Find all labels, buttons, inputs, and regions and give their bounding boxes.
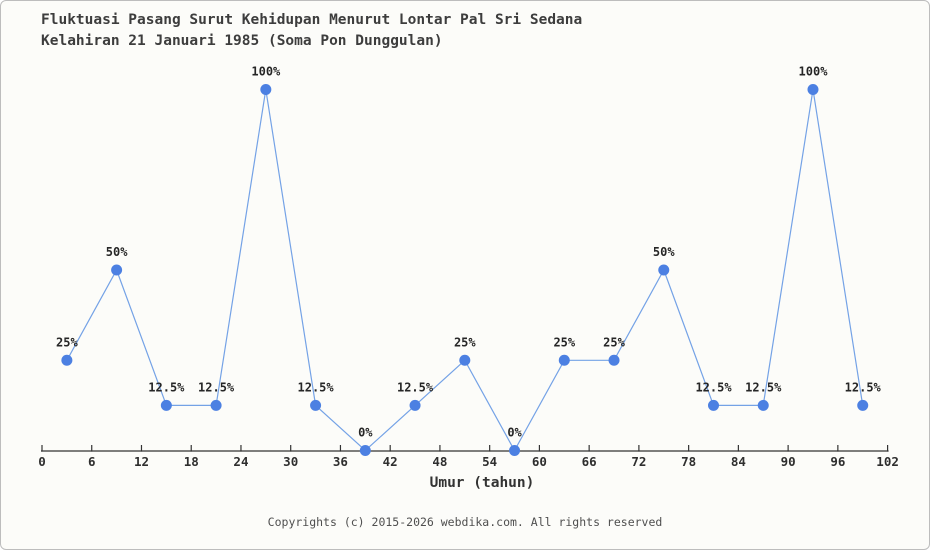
data-point-label: 25% [603, 335, 625, 349]
data-line [66, 89, 864, 452]
data-point-label: 12.5% [298, 380, 335, 394]
data-point [359, 445, 371, 456]
data-point [210, 399, 222, 411]
chart-subtitle: Kelahiran 21 Januari 1985 (Soma Pon Dung… [41, 33, 443, 49]
data-point-label: 12.5% [745, 380, 782, 394]
x-tick-label: 30 [283, 454, 298, 469]
data-point [260, 84, 272, 95]
data-point [857, 399, 869, 411]
data-point [708, 399, 720, 411]
data-point-label: 0% [507, 426, 522, 440]
data-point [509, 445, 521, 456]
data-point [111, 264, 123, 276]
x-tick-label: 12 [134, 454, 149, 469]
data-point [558, 354, 570, 366]
data-point-label: 25% [56, 335, 78, 349]
data-point [608, 354, 620, 366]
data-point-label: 100% [799, 65, 829, 79]
x-tick-label: 18 [184, 454, 199, 469]
x-tick-label: 42 [383, 454, 398, 469]
data-point-label: 12.5% [845, 380, 882, 394]
x-tick-label: 54 [482, 454, 497, 469]
chart-title: Fluktuasi Pasang Surut Kehidupan Menurut… [41, 12, 583, 28]
data-point [61, 354, 73, 366]
chart-title-block: Fluktuasi Pasang Surut Kehidupan Menurut… [41, 10, 582, 52]
x-tick-label: 0 [38, 454, 46, 469]
x-tick-label: 72 [631, 454, 646, 469]
data-point [459, 354, 471, 366]
data-point-label: 0% [358, 426, 373, 440]
x-tick-label: 78 [681, 454, 696, 469]
data-point-label: 50% [653, 245, 675, 259]
data-point-label: 25% [553, 335, 575, 349]
data-point-label: 12.5% [198, 380, 235, 394]
data-point [658, 264, 670, 276]
x-tick-label: 102 [876, 454, 899, 469]
data-point [757, 399, 769, 411]
data-point [807, 84, 819, 95]
x-tick-label: 24 [233, 454, 248, 469]
data-point [310, 399, 322, 411]
copyright-text: Copyrights (c) 2015-2026 webdika.com. Al… [267, 515, 663, 529]
data-point-label: 12.5% [695, 380, 732, 394]
x-tick-label: 48 [432, 454, 447, 469]
x-tick-label: 96 [830, 454, 845, 469]
data-point [160, 399, 172, 411]
x-tick-label: 36 [333, 454, 348, 469]
data-point-label: 100% [251, 65, 281, 79]
x-tick-label: 60 [532, 454, 547, 469]
x-tick-label: 66 [582, 454, 597, 469]
x-tick-label: 84 [731, 454, 746, 469]
x-tick-label: 6 [88, 454, 96, 469]
data-point [409, 399, 421, 411]
data-point-label: 12.5% [148, 380, 185, 394]
data-point-label: 12.5% [397, 380, 434, 394]
data-point-label: 25% [454, 335, 476, 349]
x-axis-label: Umur (tahun) [429, 475, 535, 491]
x-tick-label: 90 [781, 454, 796, 469]
data-point-label: 50% [106, 245, 128, 259]
